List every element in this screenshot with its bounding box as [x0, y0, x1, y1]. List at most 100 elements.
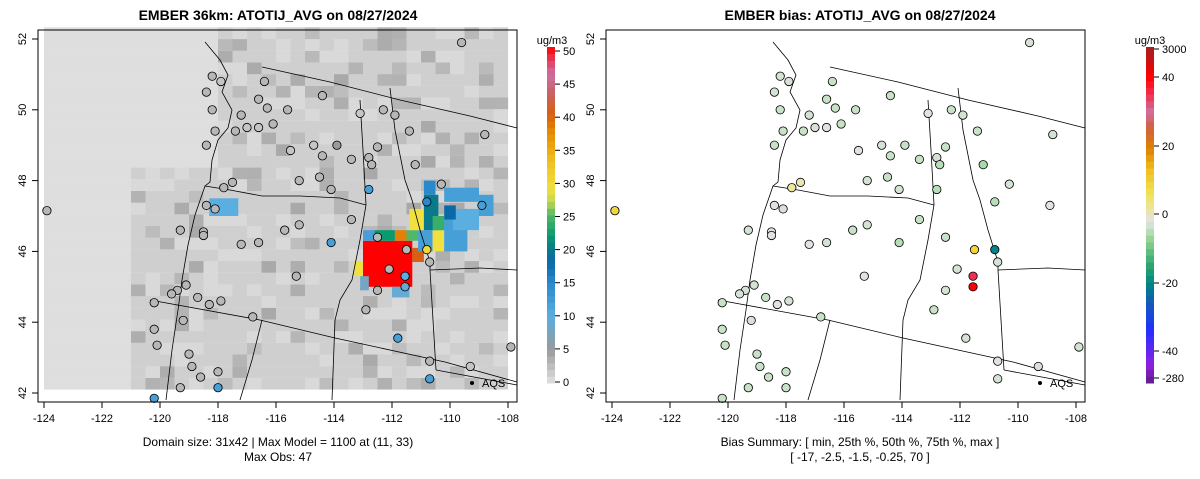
colorbar-segment [1146, 120, 1154, 129]
aqs-station-marker [804, 110, 814, 120]
model-cell [116, 50, 132, 63]
colorbar-segment [1146, 275, 1154, 283]
aqs-station-marker [775, 71, 785, 81]
model-cell [203, 354, 219, 367]
model-cell [406, 132, 422, 145]
model-cell [247, 132, 262, 145]
model-cell [58, 190, 74, 203]
model-cell [218, 366, 233, 378]
aqs-station-marker [929, 305, 939, 315]
aqs-station-marker [1048, 129, 1058, 140]
model-cell [44, 85, 59, 98]
aqs-station-marker [821, 122, 832, 133]
model-cell [232, 132, 248, 145]
y-tick-label: 42 [17, 387, 29, 399]
model-cell [174, 179, 190, 191]
model-cell [406, 144, 422, 156]
model-cell [348, 354, 364, 367]
model-cell [102, 120, 117, 133]
model-cell [406, 237, 422, 250]
model-cell [261, 377, 277, 390]
model-cell [131, 296, 146, 308]
model-cell [421, 74, 436, 86]
model-cell [479, 74, 494, 86]
model-cell [363, 377, 378, 390]
aqs-station-marker [404, 126, 414, 136]
model-cell [116, 190, 132, 203]
aqs-station-marker [798, 126, 809, 136]
colorbar-segment [1146, 228, 1154, 236]
model-cell [203, 39, 219, 51]
colorbar-tick-label: 10 [563, 311, 575, 323]
model-cell [174, 202, 190, 215]
model-hotspot-cell [406, 230, 419, 241]
y-tick-label: 42 [585, 387, 597, 399]
model-cell [116, 272, 132, 285]
model-cell [290, 319, 306, 332]
model-cell [479, 272, 494, 285]
model-cell [435, 249, 451, 262]
model-cell [58, 225, 74, 238]
model-cell [479, 319, 494, 332]
model-cell [102, 62, 117, 75]
boundary-line [772, 185, 935, 206]
model-cell [247, 331, 262, 343]
model-cell [435, 296, 451, 308]
model-cell [276, 249, 291, 262]
model-cell [305, 237, 320, 250]
model-cell [334, 39, 349, 51]
model-cell [160, 85, 175, 98]
model-cell [232, 296, 248, 308]
model-cell [363, 109, 378, 121]
model-cell [174, 354, 190, 367]
model-cell [232, 260, 248, 273]
model-cell [58, 249, 74, 262]
model-cell [493, 109, 509, 121]
model-cell [493, 27, 509, 40]
model-cell [131, 97, 146, 110]
model-cell [261, 307, 277, 320]
model-cell [290, 249, 306, 262]
aqs-station-marker [236, 239, 246, 249]
aqs-station-marker [990, 197, 1000, 207]
model-cell [493, 284, 509, 297]
model-cell [58, 179, 74, 191]
model-cell [131, 120, 146, 133]
colorbar-segment [547, 322, 555, 330]
model-cell [392, 27, 407, 40]
model-cell [102, 225, 117, 238]
model-cell [58, 62, 74, 75]
aqs-station-marker [207, 105, 217, 115]
model-cell [290, 144, 306, 156]
model-cell [464, 85, 480, 98]
model-cell [290, 62, 306, 75]
model-cell [421, 132, 436, 145]
aqs-station-marker [372, 232, 383, 242]
model-cell [435, 155, 451, 168]
model-cell [160, 225, 175, 238]
model-cell [493, 214, 509, 227]
model-cell [479, 85, 494, 98]
aqs-station-marker [198, 230, 209, 241]
model-cell [348, 366, 364, 378]
aqs-station-marker [291, 271, 301, 281]
model-cell [73, 214, 88, 227]
model-cell [450, 342, 465, 355]
model-cell [131, 377, 146, 390]
model-cell [464, 319, 480, 332]
model-cell [44, 296, 59, 308]
model-cell [276, 85, 291, 98]
aqs-station-marker [769, 200, 780, 210]
x-tick-label: -124 [33, 413, 55, 425]
aqs-station-marker [506, 342, 516, 352]
model-cell [116, 179, 132, 191]
model-cell [247, 109, 262, 121]
colorbar-segment [1146, 302, 1154, 310]
model-cell [319, 342, 335, 355]
model-cell [479, 366, 494, 378]
model-cell [493, 97, 509, 110]
model-cell [377, 331, 393, 343]
model-cell [363, 296, 378, 308]
aqs-station-marker [422, 197, 432, 207]
aqs-station-marker [752, 349, 762, 359]
